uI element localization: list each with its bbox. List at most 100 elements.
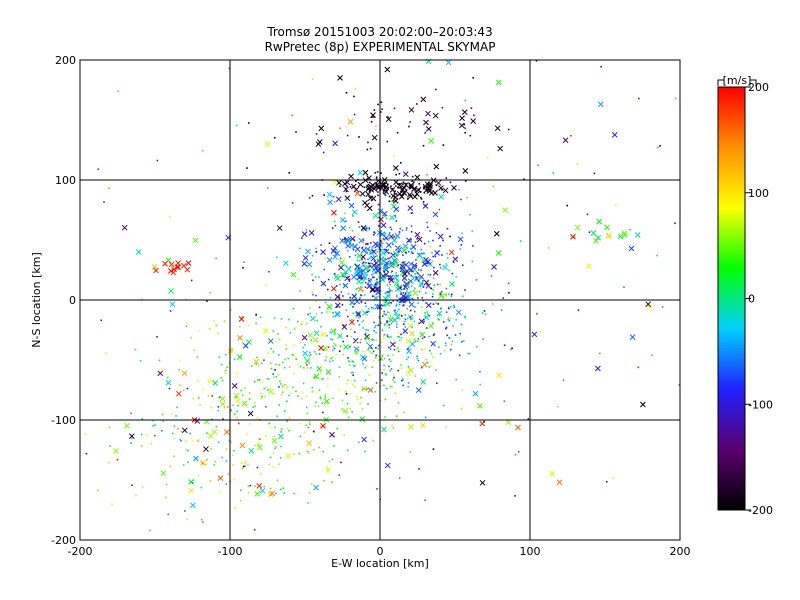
- data-point-dot: [393, 235, 396, 238]
- data-point-dot: [399, 339, 401, 342]
- data-point-dot: [359, 402, 362, 405]
- data-point-dot: [359, 294, 362, 296]
- data-point-x: [352, 243, 358, 250]
- data-point-dot: [386, 320, 388, 322]
- data-point-dot: [292, 307, 295, 310]
- data-point-dot: [370, 278, 372, 281]
- data-point-dot: [280, 393, 283, 396]
- data-point-dot: [332, 397, 334, 400]
- data-point-dot: [503, 400, 506, 402]
- data-point-x: [399, 263, 406, 270]
- data-point-dot: [311, 291, 314, 293]
- data-point-dot: [335, 353, 337, 356]
- data-point-dot: [520, 240, 522, 242]
- data-point-dot: [370, 120, 373, 123]
- data-point-dot: [373, 330, 375, 332]
- data-point-dot: [418, 188, 421, 191]
- data-point-dot: [389, 348, 392, 351]
- data-point-dot: [247, 485, 250, 487]
- data-point-dot: [448, 307, 450, 310]
- data-point-dot: [481, 312, 484, 314]
- data-point-dot: [267, 352, 269, 354]
- data-point-dot: [255, 322, 257, 325]
- data-point-x: [223, 429, 230, 435]
- data-point-dot: [308, 421, 311, 423]
- data-point-dot: [339, 127, 342, 129]
- data-point-dot: [397, 283, 399, 286]
- data-point-x: [345, 242, 351, 249]
- data-point-x: [264, 141, 271, 148]
- data-point-x: [437, 233, 444, 240]
- data-point-dot: [381, 108, 383, 111]
- data-point-dot: [369, 265, 372, 267]
- data-point-dot: [405, 292, 407, 295]
- data-point-x: [405, 370, 412, 377]
- data-point-x: [307, 332, 314, 338]
- data-point-dot: [131, 484, 133, 487]
- data-point-dot: [332, 349, 334, 351]
- data-point-dot: [371, 273, 373, 276]
- data-point-dot: [225, 448, 228, 450]
- data-point-dot: [225, 483, 228, 486]
- data-point-dot: [445, 311, 448, 313]
- data-point-dot: [346, 134, 349, 137]
- data-point-dot: [404, 261, 406, 263]
- data-point-dot: [272, 373, 274, 375]
- data-point-dot: [351, 319, 353, 321]
- data-point-dot: [373, 231, 375, 233]
- data-point-x: [629, 334, 636, 341]
- data-point-x: [570, 233, 576, 240]
- data-point-dot: [411, 326, 413, 328]
- data-point-x: [401, 296, 408, 302]
- scatter-points: [84, 58, 681, 532]
- data-point-dot: [452, 325, 454, 327]
- data-point-dot: [305, 424, 308, 427]
- data-point-x: [253, 358, 260, 365]
- data-point-dot: [404, 289, 407, 291]
- data-point-dot: [353, 95, 355, 98]
- data-point-dot: [407, 365, 410, 368]
- data-point-dot: [405, 182, 407, 185]
- data-point-dot: [302, 382, 305, 385]
- data-point-dot: [285, 326, 288, 329]
- data-point-dot: [372, 233, 375, 236]
- data-point-x: [320, 331, 327, 338]
- data-point-dot: [269, 427, 272, 429]
- data-point-dot: [170, 412, 173, 415]
- data-point-dot: [586, 213, 589, 216]
- data-point-x: [237, 334, 243, 341]
- data-point-dot: [366, 242, 369, 245]
- data-point-dot: [372, 268, 375, 270]
- data-point-dot: [383, 313, 385, 315]
- data-point-dot: [402, 254, 404, 256]
- data-point-dot: [237, 404, 239, 407]
- data-point-dot: [370, 256, 373, 258]
- chart-title: Tromsø 20151003 20:02:00–20:03:43: [266, 25, 492, 39]
- data-point-x: [354, 190, 361, 197]
- data-point-dot: [428, 366, 431, 368]
- data-point-dot: [408, 314, 410, 317]
- data-point-dot: [393, 348, 396, 351]
- data-point-dot: [315, 294, 317, 297]
- data-point-dot: [372, 116, 375, 118]
- data-point-dot: [403, 411, 405, 414]
- data-point-x: [640, 401, 646, 408]
- data-point-dot: [355, 351, 357, 353]
- data-point-x: [556, 479, 563, 486]
- data-point-dot: [426, 311, 428, 313]
- data-point-dot: [361, 262, 364, 265]
- data-point-x: [352, 337, 359, 344]
- data-point-x: [315, 141, 322, 147]
- data-point-dot: [333, 445, 335, 447]
- data-point-dot: [388, 263, 390, 266]
- data-point-dot: [395, 193, 398, 195]
- data-point-dot: [235, 124, 238, 127]
- data-point-dot: [342, 324, 345, 327]
- data-point-x: [192, 237, 199, 244]
- data-point-dot: [332, 359, 334, 362]
- data-point-dot: [379, 272, 382, 274]
- data-point-dot: [385, 189, 388, 192]
- data-point-dot: [282, 487, 285, 490]
- data-point-dot: [424, 292, 427, 294]
